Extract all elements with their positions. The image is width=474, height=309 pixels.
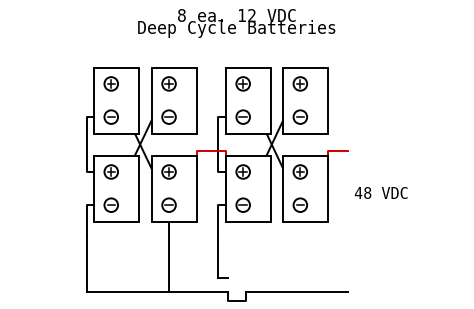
Circle shape bbox=[162, 165, 176, 179]
Circle shape bbox=[237, 198, 250, 212]
Circle shape bbox=[104, 165, 118, 179]
Bar bbox=[94, 68, 139, 134]
Circle shape bbox=[237, 110, 250, 124]
Circle shape bbox=[293, 110, 307, 124]
Circle shape bbox=[237, 77, 250, 91]
Circle shape bbox=[162, 77, 176, 91]
Circle shape bbox=[293, 77, 307, 91]
Circle shape bbox=[104, 110, 118, 124]
Text: 48 VDC: 48 VDC bbox=[355, 187, 409, 202]
Bar bbox=[152, 156, 197, 222]
Circle shape bbox=[104, 198, 118, 212]
Bar bbox=[283, 68, 328, 134]
Circle shape bbox=[293, 198, 307, 212]
Bar bbox=[283, 156, 328, 222]
Bar bbox=[152, 68, 197, 134]
Circle shape bbox=[162, 198, 176, 212]
Circle shape bbox=[104, 77, 118, 91]
Text: 8 ea. 12 VDC: 8 ea. 12 VDC bbox=[177, 8, 297, 26]
Circle shape bbox=[293, 165, 307, 179]
Circle shape bbox=[237, 165, 250, 179]
Bar bbox=[94, 156, 139, 222]
Bar bbox=[226, 156, 271, 222]
Bar bbox=[226, 68, 271, 134]
Circle shape bbox=[162, 110, 176, 124]
Text: Deep Cycle Batteries: Deep Cycle Batteries bbox=[137, 20, 337, 38]
